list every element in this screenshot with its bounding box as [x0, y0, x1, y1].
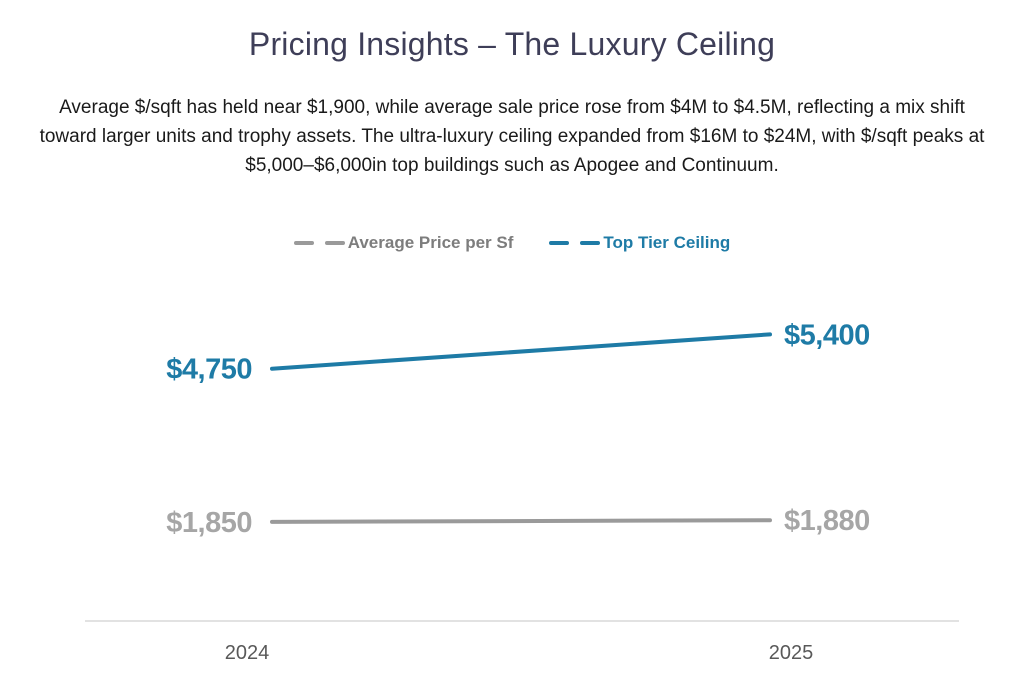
dash-icon — [293, 241, 314, 245]
dash-icon — [324, 241, 345, 245]
dash-icon — [549, 241, 570, 245]
page-title: Pricing Insights – The Luxury Ceiling — [248, 26, 776, 62]
page-description: Average $/sqft has held near $1,900, whi… — [39, 97, 985, 177]
series-line-0 — [270, 518, 772, 524]
legend-item-average-price: Average Price per Sf — [293, 233, 514, 253]
dashed-line-icon — [549, 241, 601, 245]
legend-item-top-tier: Top Tier Ceiling — [549, 233, 730, 253]
series-1-label-end: $5,400 — [784, 319, 870, 351]
x-tick-2024: 2024 — [225, 642, 270, 664]
dashed-line-icon — [293, 241, 345, 245]
chart-legend: Average Price per Sf Top Tier Ceiling — [0, 232, 1024, 254]
series-1-label-start: $4,750 — [166, 354, 252, 386]
series-0-label-end: $1,880 — [784, 505, 870, 537]
x-tick-2025: 2025 — [769, 642, 814, 664]
series-0-label-start: $1,850 — [166, 507, 252, 539]
legend-label: Top Tier Ceiling — [603, 233, 731, 252]
dash-icon — [580, 241, 601, 245]
series-line-1 — [270, 332, 772, 371]
legend-label: Average Price per Sf — [347, 233, 514, 252]
